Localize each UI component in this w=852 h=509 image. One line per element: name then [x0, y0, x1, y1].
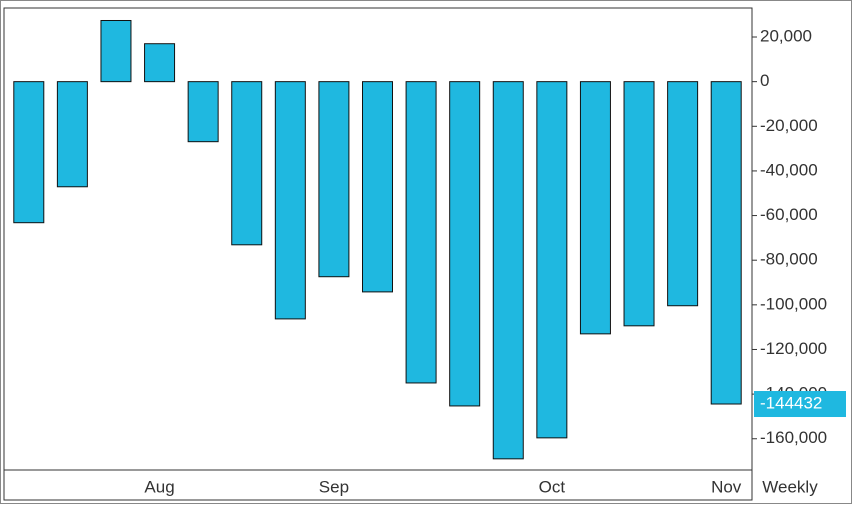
y-tick-label: -40,000 — [760, 160, 818, 179]
bar — [274, 81, 306, 320]
y-tick-label: -160,000 — [760, 428, 827, 447]
y-tick-label: -120,000 — [760, 339, 827, 358]
y-tick-label: -80,000 — [760, 250, 818, 269]
bar — [623, 81, 655, 327]
bar — [492, 81, 524, 460]
bar — [231, 81, 263, 246]
bar — [405, 81, 437, 384]
bar — [100, 19, 132, 83]
x-tick-label: Nov — [711, 477, 742, 496]
bar — [56, 81, 88, 188]
bar — [449, 81, 481, 407]
bar — [362, 81, 393, 293]
bar — [710, 81, 742, 405]
bar — [13, 81, 45, 224]
bar — [144, 43, 176, 83]
x-tick-label: Oct — [539, 477, 566, 496]
y-tick-label: -60,000 — [760, 205, 818, 224]
bar — [667, 81, 699, 307]
bar — [318, 81, 350, 278]
bar — [187, 81, 219, 143]
y-tick-label: -100,000 — [760, 294, 827, 313]
x-axis-strip — [3, 469, 753, 501]
x-tick-label: Aug — [144, 477, 174, 496]
y-tick-label: 20,000 — [760, 26, 812, 45]
y-tick-label: 0 — [760, 71, 769, 90]
y-tick-label: -20,000 — [760, 116, 818, 135]
bar — [536, 81, 568, 439]
bar — [579, 81, 611, 335]
x-tick-label: Sep — [319, 477, 349, 496]
last-value-label: -144432 — [760, 393, 822, 412]
period-label: Weekly — [762, 477, 818, 496]
last-value-box — [754, 391, 846, 418]
